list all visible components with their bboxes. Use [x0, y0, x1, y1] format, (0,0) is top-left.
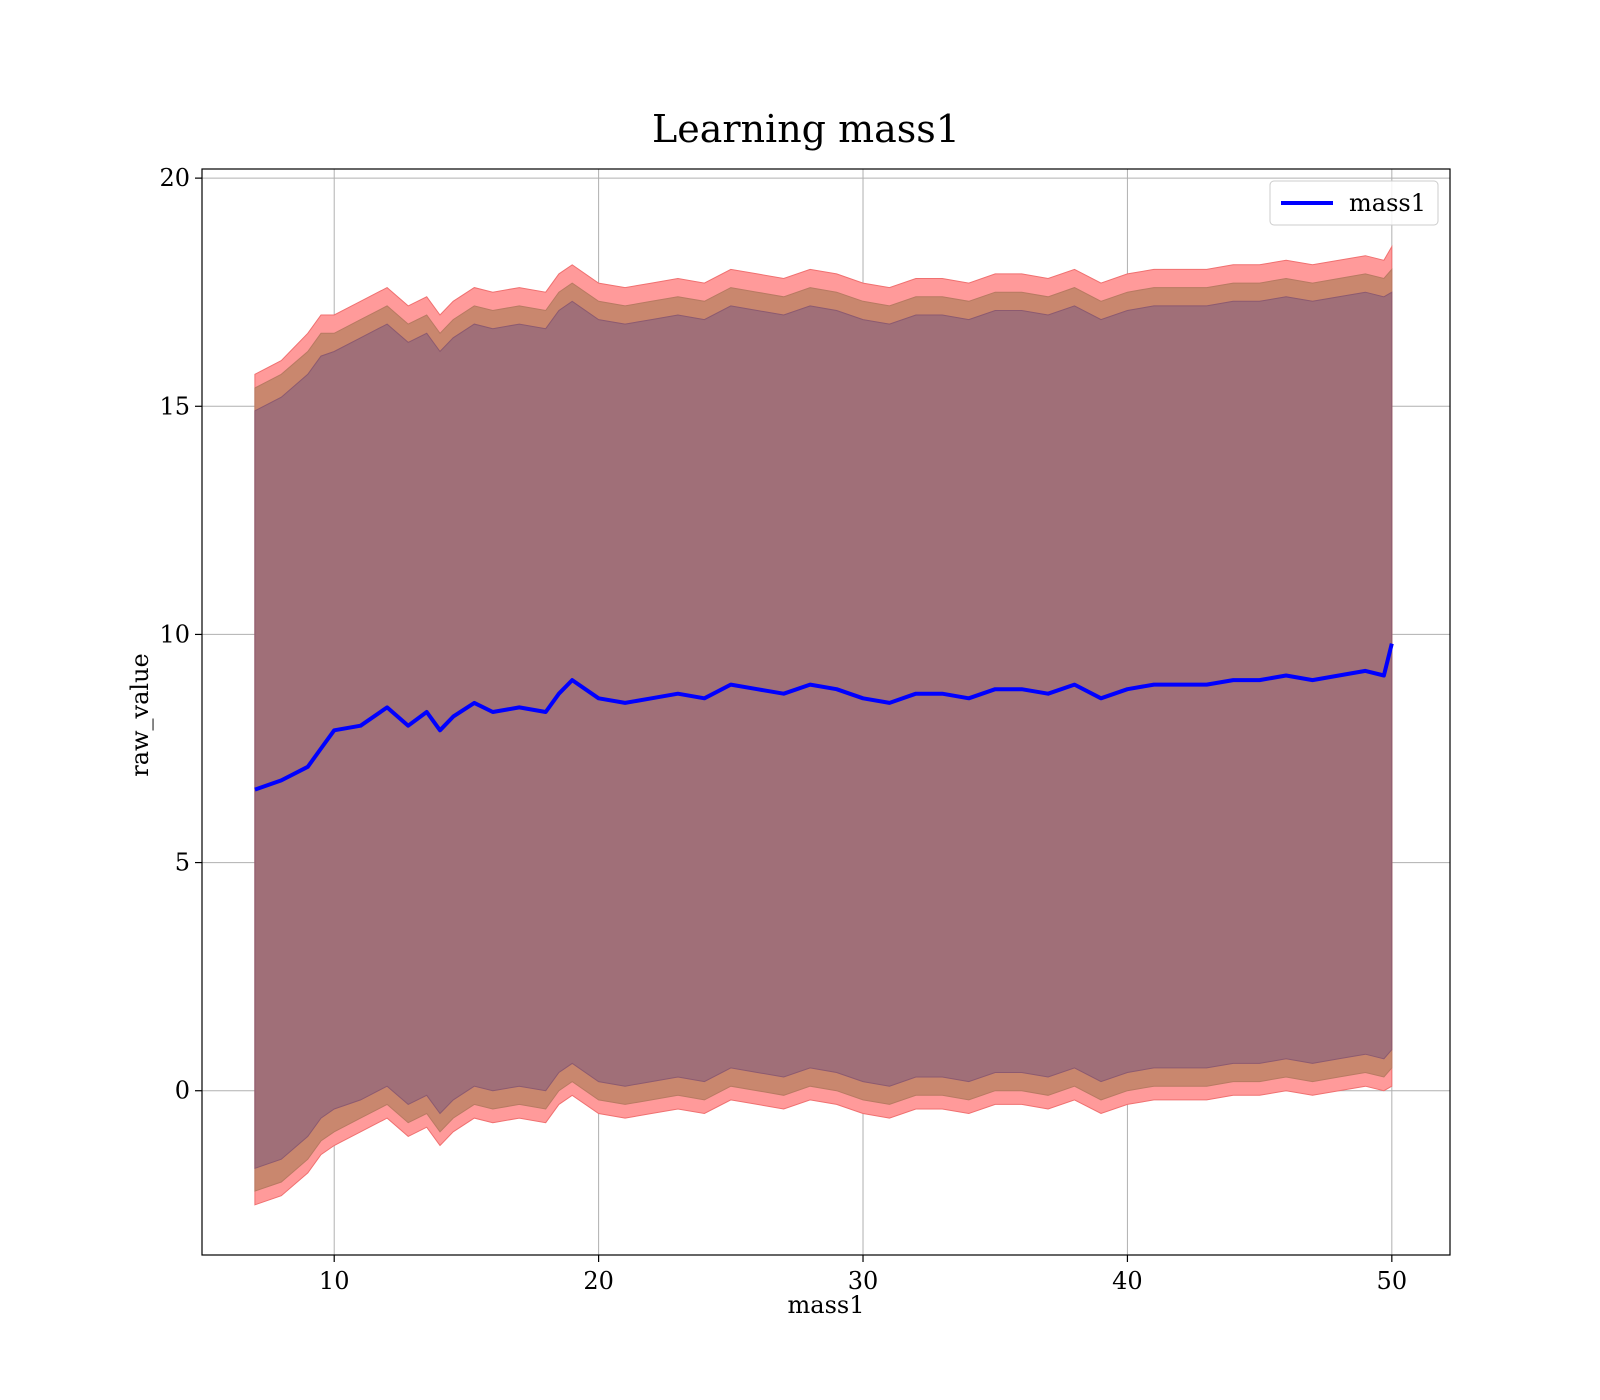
y-tick-label-10: 10: [159, 620, 190, 648]
x-tick-label-10: 10: [319, 1267, 350, 1295]
legend: mass1: [1269, 180, 1439, 226]
y-tick-label-0: 0: [175, 1077, 190, 1105]
uncertainty-band-inner: [254, 291, 1393, 1170]
y-tick-label-20: 20: [159, 164, 190, 192]
legend-label-mass1: mass1: [1349, 189, 1426, 217]
chart-title: Learning mass1: [652, 107, 960, 151]
legend-box: [1269, 180, 1439, 226]
plot-frame: [201, 168, 1451, 1256]
y-tick-label-5: 5: [175, 849, 190, 877]
x-tick-label-50: 50: [1377, 1267, 1408, 1295]
x-axis-label: mass1: [788, 1291, 865, 1319]
plot-area: 10 20 30 40 50 0 5 10 15 20 mass1: [159, 164, 1451, 1295]
x-tick-label-40: 40: [1112, 1267, 1143, 1295]
y-tick-label-15: 15: [159, 392, 190, 420]
x-tick-label-20: 20: [583, 1267, 614, 1295]
y-axis-label: raw_value: [126, 653, 154, 777]
x-tick-label-30: 30: [848, 1267, 879, 1295]
series-line-mass1: [254, 643, 1394, 792]
